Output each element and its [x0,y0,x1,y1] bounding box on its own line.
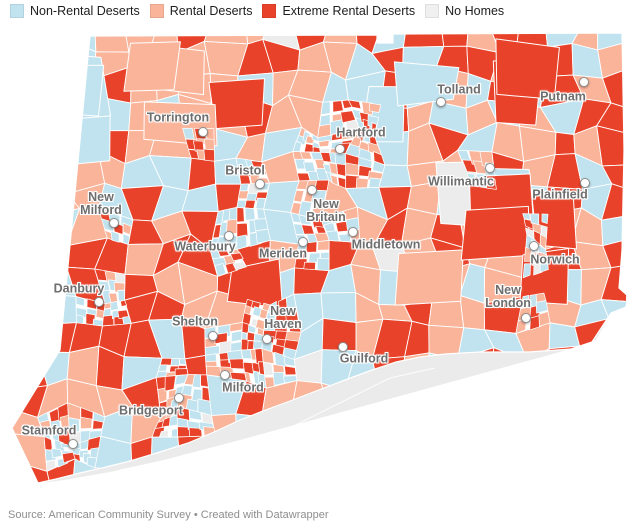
city-marker-new-milford [109,218,119,228]
legend-item-rental-deserts: Rental Deserts [149,4,253,18]
extreme-rental-deserts-swatch [262,4,277,18]
city-marker-bristol [255,179,265,189]
no-homes-water-band [38,313,611,483]
legend-label: No Homes [445,4,505,18]
city-marker-putnam [579,77,589,87]
source-attribution: Source: American Community Survey • Crea… [8,509,329,521]
non-rental-deserts-swatch [10,4,24,18]
state-border [11,32,629,484]
legend-item-extreme-rental-deserts: Extreme Rental Deserts [262,4,415,18]
legend-item-no-homes: No Homes [425,4,504,18]
city-marker-middletown [348,227,358,237]
city-marker-plainfield [580,178,590,188]
legend-label: Rental Deserts [169,4,253,18]
no-homes-swatch [425,4,440,18]
legend-item-non-rental-deserts: Non-Rental Deserts [10,4,140,18]
city-marker-guilford [338,342,348,352]
city-marker-shelton [208,331,218,341]
rental-deserts-swatch [149,4,164,18]
city-marker-waterbury [224,231,234,241]
city-marker-milford [220,370,230,380]
city-marker-tolland [436,97,446,107]
city-marker-new-haven [262,334,272,344]
city-marker-danbury [94,297,104,307]
city-marker-norwich [529,241,539,251]
legend: Non-Rental Deserts Rental Deserts Extrem… [10,4,504,18]
city-marker-stamford [68,439,78,449]
legend-label: Non-Rental Deserts [30,4,140,18]
city-marker-torrington [198,127,208,137]
city-marker-willimantic [485,163,495,173]
city-marker-new-london [521,313,531,323]
city-marker-hartford [335,144,345,154]
city-marker-bridgeport [174,393,184,403]
city-marker-meriden [298,237,308,247]
legend-label: Extreme Rental Deserts [282,4,416,18]
city-marker-new-britain [307,185,317,195]
census-tract-mosaic [12,33,628,483]
